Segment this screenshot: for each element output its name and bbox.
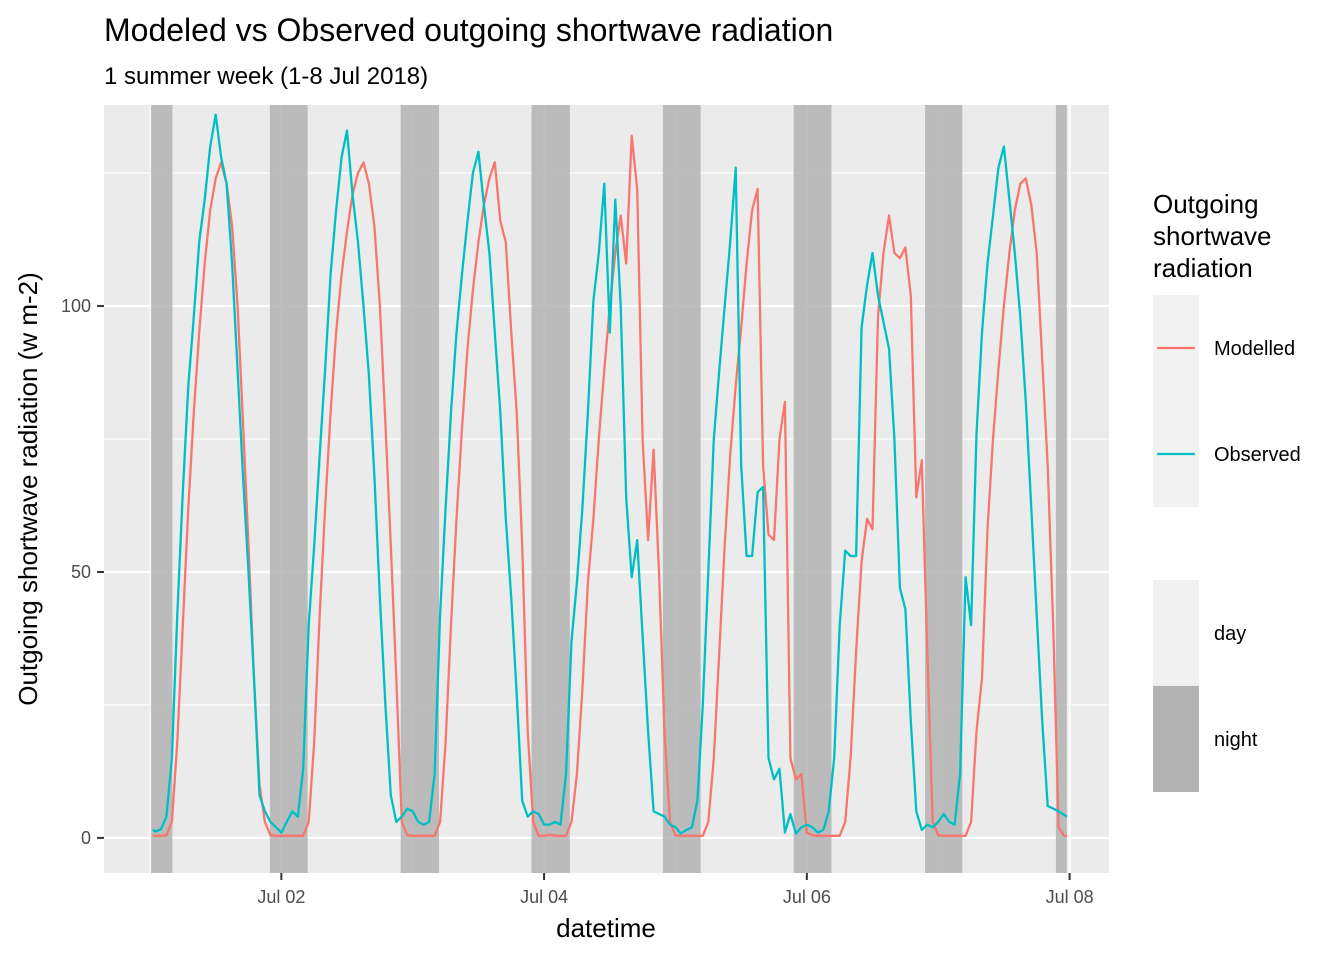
legend-fills: day night <box>1153 580 1258 792</box>
x-tick-label-2: Jul 06 <box>783 887 831 907</box>
series-line-observed <box>152 113 1068 835</box>
legend-title-line-2: shortwave <box>1153 221 1272 251</box>
x-tick-label-3: Jul 08 <box>1046 887 1094 907</box>
chart-subtitle: 1 summer week (1-8 Jul 2018) <box>104 63 428 90</box>
night-band-0 <box>151 105 173 873</box>
legend-series: Modelled Observed <box>1153 295 1301 507</box>
y-tick-label-1: 50 <box>71 562 91 582</box>
series-lines <box>152 113 1068 837</box>
night-band-3 <box>531 105 570 873</box>
y-axis-title: Outgoing shortwave radiation (w m-2) <box>13 272 43 706</box>
legend-label-day: day <box>1214 623 1246 645</box>
x-axis-title: datetime <box>556 913 656 943</box>
night-band-5 <box>793 105 832 873</box>
legend-label-modelled: Modelled <box>1214 338 1295 360</box>
legend-key-fill-day <box>1153 580 1199 686</box>
y-tick-labels: 0 50 100 <box>61 296 91 848</box>
x-tick-label-0: Jul 02 <box>257 887 305 907</box>
legend-title-line-3: radiation <box>1153 253 1253 283</box>
night-band-2 <box>400 105 439 873</box>
night-band-1 <box>269 105 308 873</box>
chart-title: Modeled vs Observed outgoing shortwave r… <box>104 12 833 48</box>
y-tick-label-2: 100 <box>61 296 91 316</box>
legend-key-fill-night <box>1153 686 1199 792</box>
night-bands <box>151 105 1067 873</box>
legend: Outgoing shortwave radiation Modelled Obs… <box>1153 189 1301 792</box>
legend-title-line-1: Outgoing <box>1153 189 1259 219</box>
x-tick-labels: Jul 02 Jul 04 Jul 06 Jul 08 <box>257 887 1093 907</box>
night-band-7 <box>1055 105 1067 873</box>
legend-title: Outgoing shortwave radiation <box>1153 189 1279 283</box>
x-tick-label-1: Jul 04 <box>520 887 568 907</box>
axis-ticks <box>97 305 1071 880</box>
y-tick-label-0: 0 <box>81 828 91 848</box>
night-band-4 <box>662 105 701 873</box>
legend-label-night: night <box>1214 729 1258 751</box>
legend-label-observed: Observed <box>1214 444 1301 466</box>
